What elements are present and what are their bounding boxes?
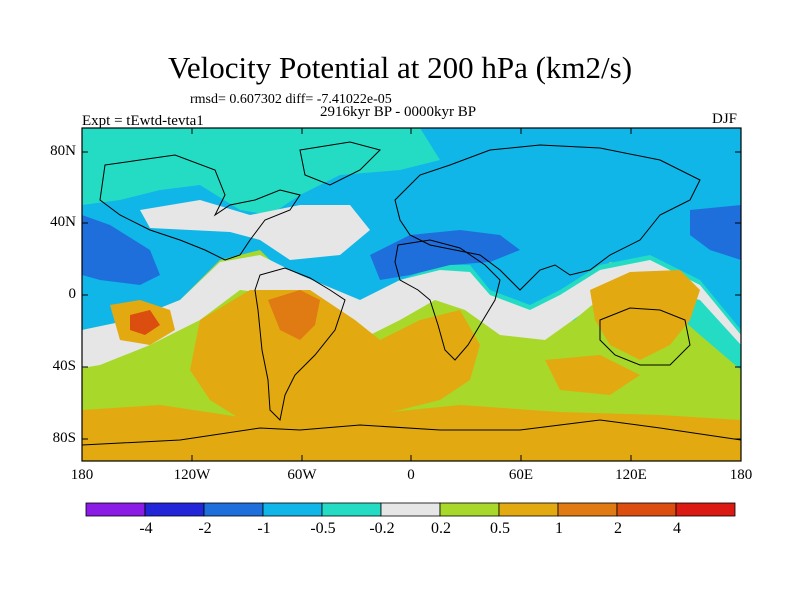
colorbar-label-10: 4 bbox=[673, 520, 681, 537]
colorbar-label-2: -2 bbox=[198, 520, 212, 537]
colorbar-box-8 bbox=[498, 502, 559, 517]
lat-label-40n: 40N bbox=[50, 214, 76, 230]
field-blue-eastpacific bbox=[690, 205, 741, 260]
experiment-label: Expt = tEwtd-tevta1 bbox=[82, 113, 204, 129]
lat-ticks bbox=[82, 151, 741, 440]
field-orange-australia bbox=[590, 270, 700, 360]
coast-south-america bbox=[254, 267, 346, 422]
season-label: DJF bbox=[712, 111, 738, 127]
field-red-pacific bbox=[130, 310, 160, 335]
field-teal-south bbox=[82, 255, 741, 370]
lat-label-80n: 80N bbox=[50, 143, 76, 159]
colorbar-box-9 bbox=[557, 502, 618, 517]
colorbar-box-11 bbox=[675, 502, 736, 517]
coastlines bbox=[82, 141, 741, 446]
colorbar-box-7 bbox=[439, 502, 500, 517]
colorbar-label-8: 1 bbox=[555, 520, 563, 537]
colorbar-label-7: 0.5 bbox=[490, 520, 510, 537]
lat-label-80s: 80S bbox=[52, 430, 76, 446]
colorbar-box-2 bbox=[144, 502, 205, 517]
coast-australia bbox=[599, 307, 691, 366]
figure-title: Velocity Potential at 200 hPa (km2/s) bbox=[167, 50, 633, 85]
colorbar-label-4: -0.5 bbox=[310, 520, 336, 537]
colorbar-label-9: 2 bbox=[614, 520, 622, 537]
lat-label-0: 0 bbox=[68, 286, 77, 302]
colorbar-box-10 bbox=[616, 502, 677, 517]
lon-ticks bbox=[191, 128, 632, 461]
colorbar-label-1: -4 bbox=[139, 520, 153, 537]
lon-label-120w: 120W bbox=[173, 467, 211, 483]
colorbar-label-5: -0.2 bbox=[369, 520, 395, 537]
lon-label-60e: 60E bbox=[508, 467, 534, 483]
field-darkorange-amazon bbox=[268, 290, 320, 340]
coast-africa bbox=[394, 239, 501, 361]
colorbar-label-3: -1 bbox=[257, 520, 271, 537]
coast-north-america bbox=[99, 154, 301, 261]
field-blue-africa bbox=[370, 230, 520, 280]
field-blue-pacific bbox=[82, 215, 160, 285]
colorbar-box-5 bbox=[321, 502, 382, 517]
colorbar-box-3 bbox=[203, 502, 264, 517]
lon-label-180e: 180 bbox=[729, 467, 753, 483]
field-white-atlantic bbox=[140, 200, 370, 260]
lon-label-180w: 180 bbox=[70, 467, 94, 483]
colorbar-box-4 bbox=[262, 502, 323, 517]
colorbar bbox=[85, 502, 736, 517]
lon-label-0: 0 bbox=[407, 467, 415, 483]
stats-text: rmsd= 0.607302 diff= -7.41022e-05 bbox=[190, 92, 392, 107]
field-teal bbox=[82, 128, 440, 215]
colorbar-label-6: 0.2 bbox=[431, 520, 451, 537]
field-orange-southeast bbox=[545, 355, 640, 395]
lon-label-60w: 60W bbox=[287, 467, 317, 483]
coast-eurasia bbox=[394, 144, 701, 291]
coast-greenland bbox=[299, 141, 381, 186]
period-label: 2916kyr BP - 0000kyr BP bbox=[320, 104, 477, 120]
field-orange-southern bbox=[82, 405, 741, 461]
coast-antarctica bbox=[82, 419, 741, 446]
field-orange-america bbox=[190, 290, 480, 430]
colorbar-box-1 bbox=[85, 502, 146, 517]
map-field bbox=[82, 128, 741, 461]
colorbar-box-6 bbox=[380, 502, 441, 517]
lon-label-120e: 120E bbox=[615, 467, 647, 483]
field-white-tropics bbox=[82, 255, 741, 368]
lat-label-40s: 40S bbox=[52, 358, 76, 374]
